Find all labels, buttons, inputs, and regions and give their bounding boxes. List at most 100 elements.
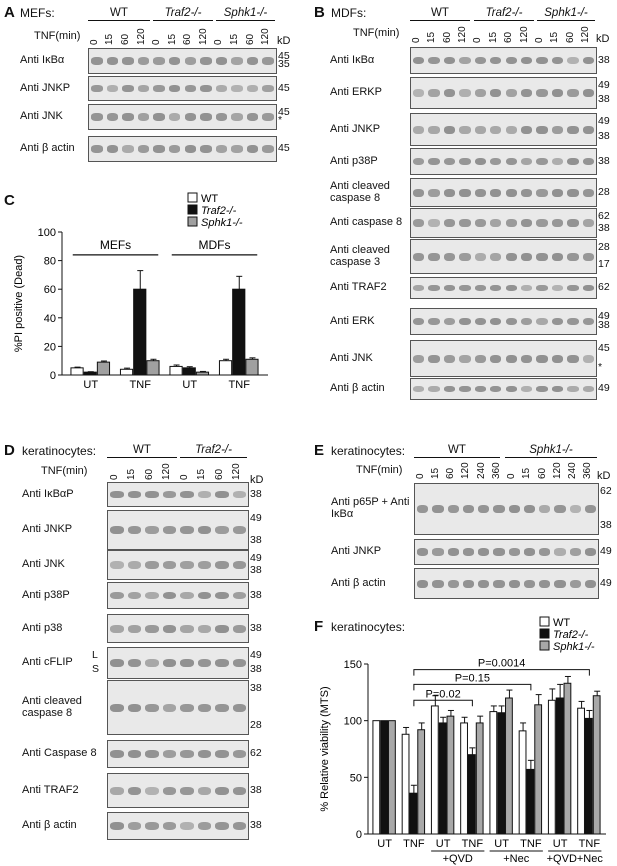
blot-band <box>520 188 533 197</box>
blot-band <box>536 386 548 392</box>
timepoint-label: 15 <box>126 468 138 480</box>
timepoint-label: 60 <box>244 33 256 45</box>
blot-band <box>145 591 159 600</box>
blot-band <box>490 219 502 227</box>
y-tick-label: 60 <box>44 284 56 296</box>
blot-band <box>443 219 456 227</box>
panel-a-title: MEFs: <box>20 6 55 20</box>
western-blot-image <box>410 277 597 299</box>
blot-band <box>551 89 564 97</box>
blot-band <box>145 786 159 795</box>
category-label: UT <box>377 838 392 850</box>
blot-band <box>428 252 440 261</box>
blot-band <box>505 285 517 291</box>
bar-traf2 <box>232 288 246 376</box>
blot-band <box>536 157 548 166</box>
timepoint-label: 15 <box>229 33 241 45</box>
blot-band <box>520 285 533 291</box>
bar-sphk1 <box>592 695 601 835</box>
blot-band <box>106 57 119 65</box>
cflip-short-marker: S <box>92 663 100 675</box>
blot-band <box>428 285 440 291</box>
timepoint-label: 60 <box>182 33 194 45</box>
blot-band <box>215 591 229 600</box>
blot-band <box>582 386 594 392</box>
kd-marker: 38 <box>250 588 262 601</box>
blot-band <box>447 579 459 588</box>
western-blot-image <box>410 47 597 74</box>
blot-band <box>567 252 579 261</box>
blot-band <box>246 85 259 92</box>
bar-sphk1 <box>195 371 210 376</box>
y-tick-label: 20 <box>44 341 56 353</box>
blot-band <box>197 526 211 534</box>
blot-band <box>505 125 517 134</box>
timepoint-label: 120 <box>260 28 272 45</box>
blot-band <box>536 56 548 65</box>
blot-band <box>262 85 274 92</box>
group-label-traf2: Traf2-/- <box>164 7 202 19</box>
blot-band <box>110 591 124 600</box>
western-blot-image <box>107 647 249 679</box>
blot-band <box>474 285 487 291</box>
blot-label-anti-cleaved-caspase-8: Anti cleaved caspase 8 <box>22 694 82 719</box>
bar-wt <box>119 368 134 376</box>
kd-marker: 49 <box>598 115 610 127</box>
timepoint-label: 60 <box>445 467 457 479</box>
blot-band <box>582 188 594 197</box>
panel-letter-c: C <box>4 192 15 209</box>
kd-marker: 45 <box>598 342 610 354</box>
y-tick-label: 50 <box>350 772 362 784</box>
blot-band <box>536 285 548 291</box>
blot-label-anti-i-b-p: Anti IκBαP <box>22 487 74 500</box>
western-blot-image <box>414 539 599 565</box>
kd-marker: 38 <box>598 154 610 167</box>
blot-band <box>231 113 243 121</box>
bar-sphk1 <box>96 361 111 376</box>
blot-band <box>523 579 535 588</box>
blot-band <box>180 561 194 569</box>
blot-band <box>215 624 229 633</box>
blot-band <box>428 89 440 97</box>
blot-band <box>200 85 212 92</box>
blot-band <box>520 157 533 166</box>
blot-label-anti-jnkp: Anti JNKP <box>22 523 73 535</box>
blot-band <box>551 252 564 261</box>
panel-letter-f: F <box>314 618 324 635</box>
legend-swatch <box>187 204 198 215</box>
blot-band <box>478 579 490 588</box>
western-blot-image <box>107 582 249 609</box>
kd-marker: 38 <box>250 682 262 694</box>
blot-band <box>536 354 548 363</box>
blot-band <box>232 703 246 712</box>
blot-band <box>231 57 243 65</box>
blot-band <box>520 219 533 227</box>
blot-band <box>262 57 274 65</box>
bar-sphk1 <box>563 682 572 835</box>
western-blot-image <box>410 378 597 400</box>
kd-marker: * <box>598 361 603 373</box>
blot-band <box>215 57 228 65</box>
category-label: UT <box>494 838 509 850</box>
blot-band <box>127 786 141 795</box>
blot-band <box>180 822 194 830</box>
y-tick-label: 100 <box>38 227 56 239</box>
blot-band <box>197 703 211 712</box>
group-label-traf2: Traf2-/- <box>485 7 523 19</box>
blot-band <box>462 548 474 556</box>
blot-band <box>162 786 176 795</box>
kd-marker: 38 <box>250 487 262 500</box>
blot-band <box>443 56 456 65</box>
blot-band <box>508 548 520 556</box>
chart-f: 0 50 100 150 % Relative viability (MTS) UT TNF… <box>319 616 606 865</box>
bar-traf2 <box>133 288 147 376</box>
blot-band <box>478 505 490 513</box>
bar-sphk1 <box>417 729 426 835</box>
blot-band <box>520 89 533 97</box>
bar-sphk1 <box>388 720 396 835</box>
blot-label-anti-jnk: Anti JNK <box>330 351 373 364</box>
blot-band <box>137 145 150 153</box>
blot-band <box>110 659 124 667</box>
blot-band <box>567 354 579 363</box>
blot-label-anti-i-b-: Anti IκBα <box>330 53 375 66</box>
